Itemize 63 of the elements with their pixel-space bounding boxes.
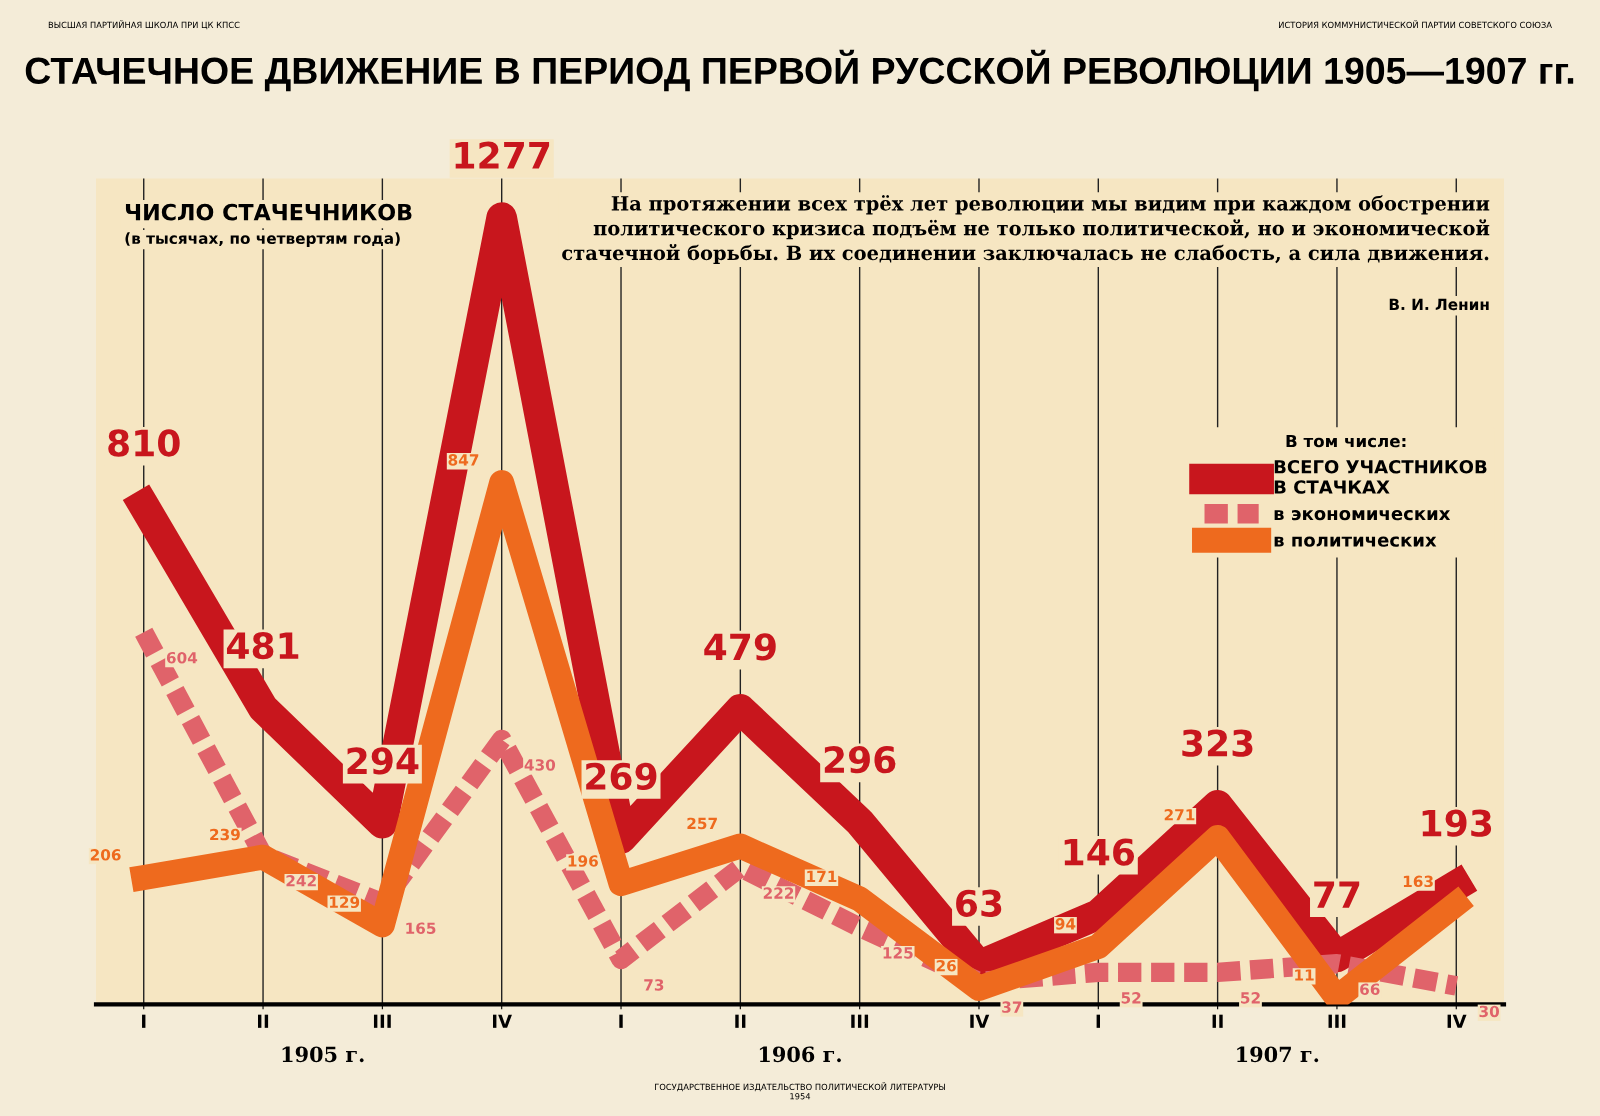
data-label: 604 — [166, 651, 198, 664]
data-label: 11 — [1295, 969, 1314, 981]
data-label: 26 — [936, 959, 956, 972]
x-tick-label: I — [619, 1014, 623, 1028]
data-label: 810 — [108, 429, 180, 457]
data-label: 77 — [1314, 881, 1360, 908]
data-label: 294 — [347, 747, 419, 775]
x-tick-label: II — [1212, 1014, 1223, 1028]
data-label: 66 — [1360, 983, 1380, 995]
data-label: 847 — [448, 454, 479, 466]
chart-title: СТАЧЕЧНОЕ ДВИЖЕНИЕ В ПЕРИОД ПЕРВОЙ РУССКОЙ РЕВОЛЮЦИИ 1905—1907 гг. — [25, 49, 1574, 92]
data-label: 479 — [704, 633, 776, 661]
legend-label: ВСЕГО УЧАСТНИКОВ В СТАЧКАХ — [1274, 459, 1487, 494]
x-tick-label: III — [851, 1014, 869, 1028]
data-label: 165 — [406, 922, 436, 934]
annotation: На протяжении всех трёх лет революции мы видим при каждом обострении политического кризиса подъём не только политической, но и экономической стачечной борьбы. В их соединении заключалась не слабость, а сила движения. — [562, 195, 1490, 264]
data-label: 239 — [210, 828, 240, 841]
data-label: 125 — [883, 947, 913, 959]
data-label: 163 — [1403, 875, 1433, 888]
data-label: 1277 — [455, 141, 550, 169]
text: ВЫСШАЯ ПАРТИЙНАЯ ШКОЛА ПРИ ЦК КПСС — [48, 20, 240, 30]
text: 1907 г. — [1237, 1046, 1319, 1063]
text: (в тысячах, по четвертям года) — [125, 232, 400, 248]
text: ГОСУДАРСТВЕННОЕ ИЗДАТЕЛЬСТВО ПОЛИТИЧЕСКОЙ ЛИТЕРАТУРЫ 1954 — [655, 1082, 945, 1100]
x-tick-label: II — [735, 1014, 746, 1028]
x-tick-label: I — [142, 1014, 146, 1028]
data-label: 30 — [1479, 1005, 1500, 1018]
x-tick-label: III — [1328, 1014, 1346, 1028]
data-label: 52 — [1121, 992, 1141, 1004]
text: 1905 г. — [282, 1046, 364, 1063]
data-label: 296 — [824, 746, 896, 774]
data-label: 193 — [1422, 809, 1492, 837]
data-label: 271 — [1164, 809, 1195, 821]
data-label: 196 — [568, 855, 598, 867]
data-label: 52 — [1241, 992, 1260, 1004]
data-label: 206 — [90, 849, 121, 861]
data-label: 269 — [586, 762, 657, 790]
data-label: 242 — [286, 875, 316, 887]
data-label: 146 — [1064, 838, 1135, 866]
y-axis-title: ЧИСЛО СТАЧЕЧНИКОВ — [125, 203, 412, 221]
x-tick-label: II — [257, 1014, 269, 1028]
legend-label: в экономических — [1274, 509, 1451, 521]
data-label: 222 — [763, 887, 794, 899]
text: ИСТОРИЯ КОММУНИСТИЧЕСКОЙ ПАРТИИ СОВЕТСКОГО СОЮЗА — [1279, 20, 1552, 29]
x-tick-label: I — [1096, 1014, 1100, 1028]
data-label: 63 — [956, 889, 1002, 917]
x-tick-label: III — [373, 1014, 391, 1028]
text: 1906 г. — [759, 1046, 841, 1063]
data-label: 257 — [687, 817, 717, 830]
data-label: 171 — [807, 870, 837, 882]
legend-label: в политических — [1274, 536, 1437, 547]
data-label: 430 — [524, 759, 556, 771]
x-tick-label: IV — [970, 1014, 990, 1028]
data-label: 94 — [1055, 918, 1076, 930]
data-label: 37 — [1002, 1001, 1022, 1013]
x-tick-label: IV — [1447, 1014, 1467, 1028]
data-label: 129 — [329, 896, 360, 909]
x-tick-label: IV — [493, 1014, 512, 1028]
data-label: 73 — [644, 979, 664, 991]
data-label: 481 — [226, 632, 299, 660]
annotation: В. И. Ленин — [1389, 298, 1489, 311]
legend-title: В том числе: — [1286, 434, 1406, 448]
data-label: 323 — [1182, 729, 1253, 757]
